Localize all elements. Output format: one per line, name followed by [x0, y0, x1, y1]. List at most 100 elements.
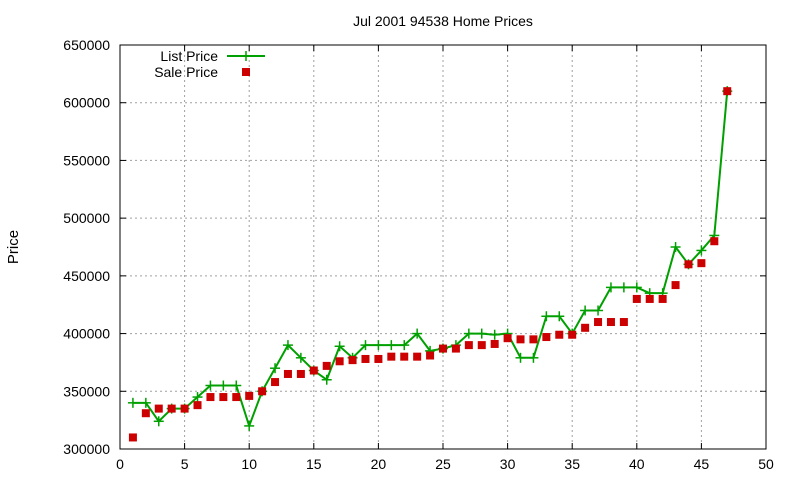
- list-price-point: [282, 340, 293, 351]
- list-price-point: [554, 311, 565, 322]
- legend-square-marker: [242, 68, 250, 76]
- list-price-point: [373, 340, 384, 351]
- data-series: [127, 86, 733, 442]
- list-price-point: [192, 392, 203, 403]
- sale-price-point: [451, 344, 460, 353]
- x-tick-label: 50: [758, 456, 774, 472]
- legend-label: List Price: [160, 48, 218, 64]
- sale-price-point: [245, 391, 254, 400]
- list-price-point: [476, 328, 487, 339]
- sale-price-point: [348, 356, 357, 365]
- y-tick-label: 450000: [63, 268, 110, 284]
- list-price-point: [218, 380, 229, 391]
- list-price-point: [593, 305, 604, 316]
- list-price-point: [321, 374, 332, 385]
- sale-price-point: [490, 339, 499, 348]
- series-list-price: [127, 86, 733, 431]
- sale-price-point: [477, 341, 486, 350]
- list-price-point: [670, 242, 681, 252]
- y-tick-label: 400000: [63, 326, 110, 342]
- sale-price-point: [271, 378, 280, 387]
- x-tick-label: 10: [241, 456, 257, 472]
- sale-price-point: [387, 352, 396, 361]
- series-sale-price: [128, 87, 732, 442]
- sale-price-point: [723, 87, 732, 96]
- sale-price-point: [568, 330, 577, 339]
- list-price-point: [205, 380, 216, 391]
- sale-price-point: [413, 352, 422, 361]
- x-tick-label: 35: [564, 456, 580, 472]
- legend-label: Sale Price: [154, 64, 218, 80]
- legend-plus-marker: [241, 51, 251, 61]
- sale-price-point: [180, 404, 189, 413]
- sale-price-point: [232, 393, 241, 402]
- sale-price-point: [594, 318, 603, 327]
- sale-price-point: [542, 333, 551, 342]
- sale-price-point: [154, 404, 163, 413]
- sale-price-point: [426, 351, 435, 360]
- sale-price-point: [400, 352, 409, 361]
- sale-price-point: [283, 369, 292, 378]
- sale-price-point: [167, 404, 176, 413]
- sale-price-point: [632, 294, 641, 303]
- x-tick-label: 5: [181, 456, 189, 472]
- sale-price-point: [619, 318, 628, 327]
- list-price-point: [618, 282, 629, 293]
- x-tick-label: 25: [435, 456, 451, 472]
- list-price-point: [412, 328, 423, 339]
- x-tick-label: 40: [629, 456, 645, 472]
- x-tick-label: 45: [694, 456, 710, 472]
- sale-price-point: [141, 409, 150, 418]
- sale-price-point: [645, 294, 654, 303]
- sale-price-point: [658, 294, 667, 303]
- y-axis-label: Price: [5, 230, 22, 264]
- axes: 0 5 10 15 20 25 30 35 40 45 50 300000 350000 400000 45…: [63, 37, 774, 472]
- list-price-point: [489, 329, 500, 340]
- sale-price-point: [309, 366, 318, 375]
- list-price-point: [580, 305, 591, 316]
- sale-price-point: [529, 335, 538, 344]
- sale-price-point: [296, 369, 305, 378]
- sale-price-point: [516, 335, 525, 344]
- list-price-point: [153, 416, 164, 427]
- y-tick-label: 500000: [63, 210, 110, 226]
- sale-price-point: [258, 387, 267, 396]
- list-price-point: [696, 245, 707, 256]
- sale-price-point: [464, 341, 473, 350]
- list-price-point: [360, 340, 371, 351]
- list-price-point: [463, 328, 474, 339]
- sale-price-point: [361, 354, 370, 363]
- sale-price-point: [335, 357, 344, 366]
- sale-price-point: [322, 361, 331, 370]
- sale-price-point: [219, 393, 228, 402]
- list-price-point: [270, 363, 281, 374]
- sale-price-point: [193, 401, 202, 410]
- list-price-point: [631, 282, 642, 293]
- sale-price-point: [684, 260, 693, 269]
- sale-price-point: [710, 237, 719, 246]
- y-tick-label: 650000: [63, 37, 110, 53]
- y-tick-label: 300000: [63, 441, 110, 457]
- sale-price-point: [671, 281, 680, 290]
- list-price-point: [244, 420, 255, 431]
- list-price-point: [399, 340, 410, 351]
- list-price-point: [140, 397, 151, 408]
- list-price-point: [528, 352, 539, 363]
- y-tick-label: 600000: [63, 95, 110, 111]
- sale-price-point: [128, 433, 137, 442]
- sale-price-point: [503, 334, 512, 343]
- sale-price-point: [555, 330, 564, 339]
- sale-price-point: [581, 323, 590, 332]
- list-price-point: [231, 380, 242, 391]
- sale-price-point: [374, 354, 383, 363]
- x-tick-label: 15: [306, 456, 322, 472]
- list-price-point: [295, 352, 306, 363]
- chart-title: Jul 2001 94538 Home Prices: [353, 13, 533, 29]
- y-tick-label: 350000: [63, 383, 110, 399]
- y-tick-label: 550000: [63, 152, 110, 168]
- sale-price-point: [206, 393, 215, 402]
- list-price-point: [541, 311, 552, 322]
- list-price-point: [386, 340, 397, 351]
